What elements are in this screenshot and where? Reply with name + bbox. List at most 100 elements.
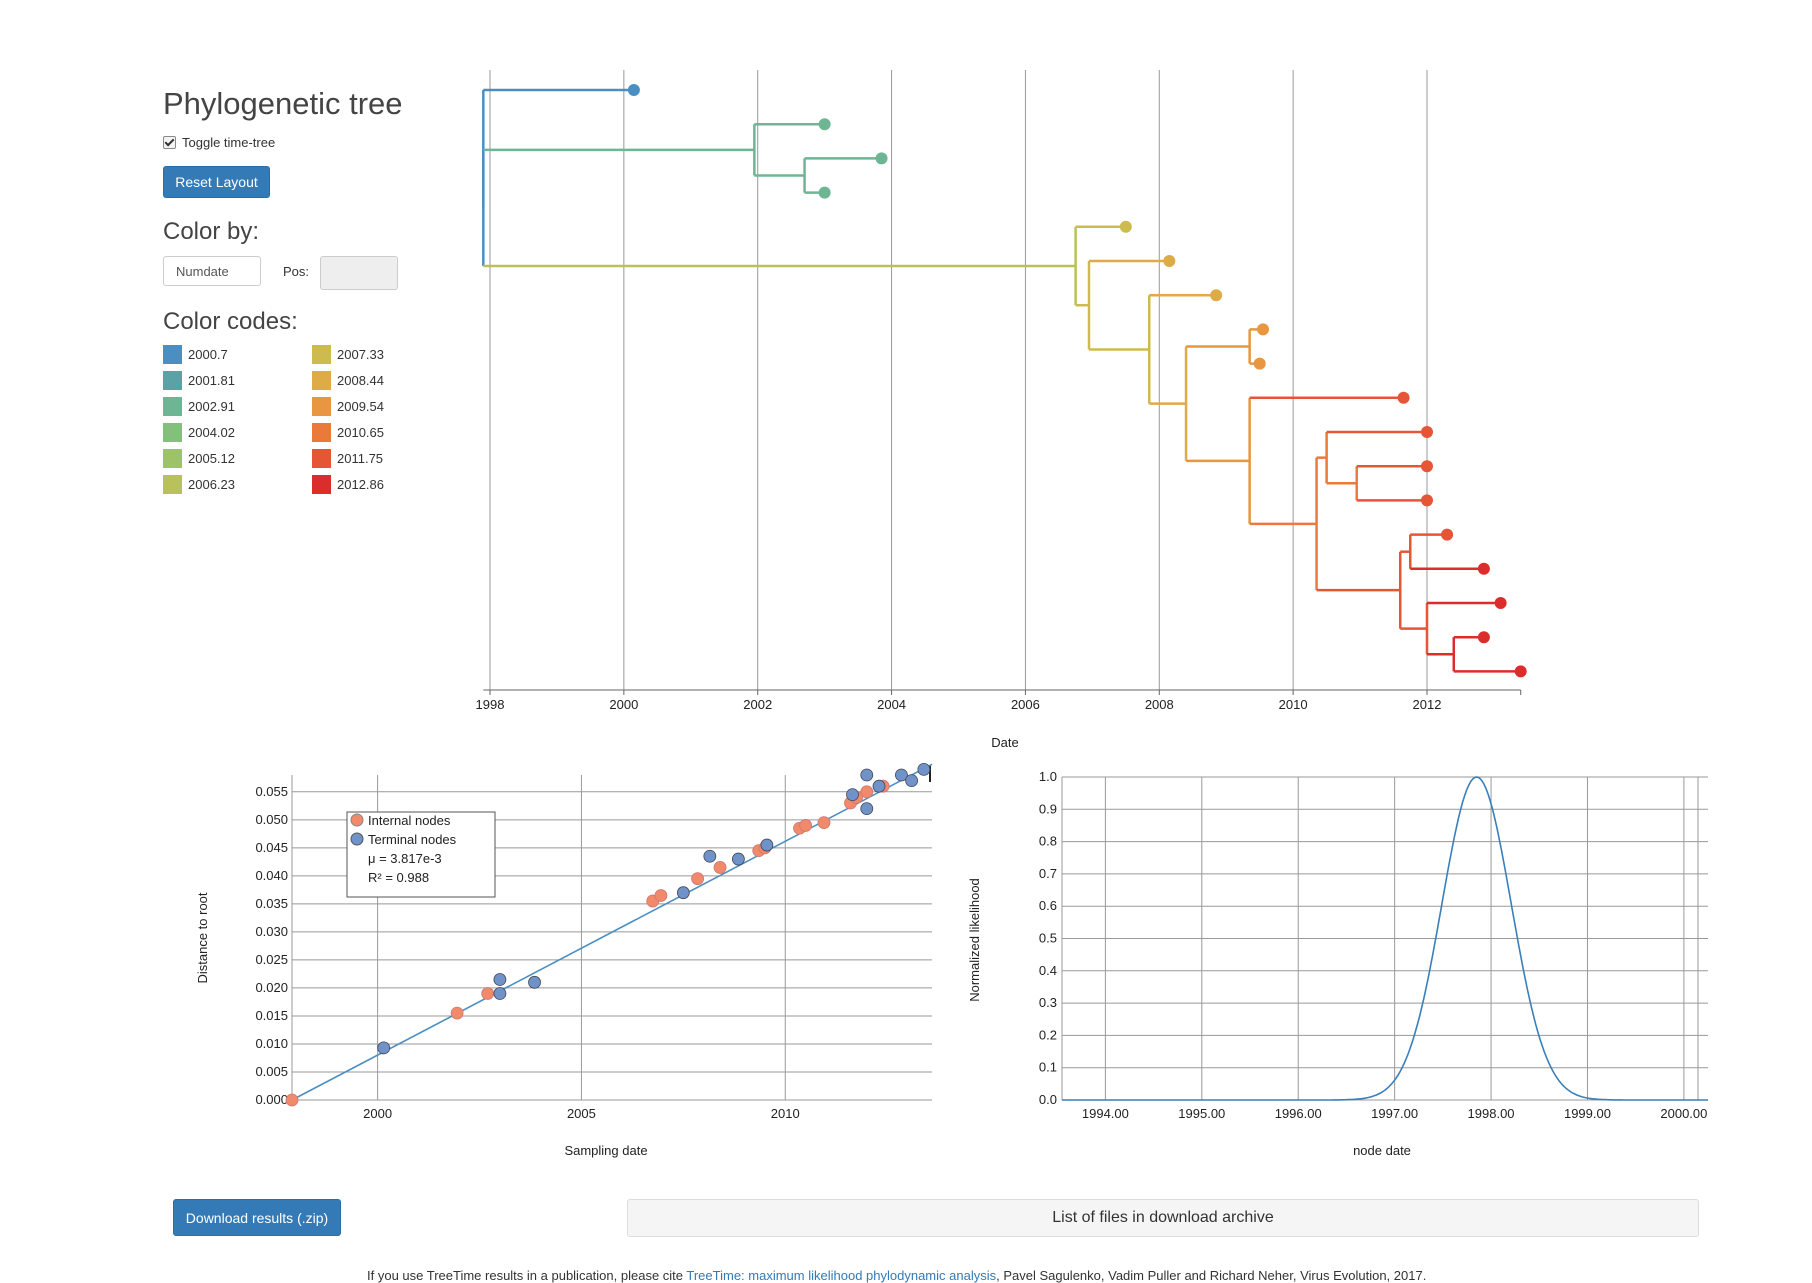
tree-tip-node[interactable]	[818, 186, 831, 199]
scatter-y-tick-label: 0.045	[255, 840, 288, 855]
internal-node-point[interactable]	[713, 861, 727, 874]
tree-tip-node[interactable]	[1421, 460, 1433, 473]
terminal-node-point[interactable]	[860, 768, 874, 782]
tree-tip-node[interactable]	[1441, 528, 1454, 541]
color-code-item: 2011.75	[312, 449, 383, 468]
scatter-y-tick-label: 0.020	[255, 980, 288, 995]
likelihood-x-tick-label: 2000.00	[1660, 1106, 1707, 1121]
color-code-label: 2002.91	[188, 399, 235, 414]
scatter-y-tick-label: 0.025	[255, 952, 288, 967]
color-swatch	[312, 345, 331, 364]
internal-node-point[interactable]	[817, 816, 831, 830]
citation-link[interactable]: TreeTime: maximum likelihood phylodynami…	[686, 1268, 997, 1283]
root-to-tip-scatter-chart: 0.000 0.005 0.010 0.015 0.020 0.025 0.030 0.035…	[195, 762, 933, 1158]
tree-tick-label: 2000	[609, 697, 638, 712]
color-swatch	[312, 371, 331, 390]
tree-tick-label: 2006	[1011, 697, 1040, 712]
tree-tip-node[interactable]	[1421, 494, 1433, 507]
tree-tip-node[interactable]	[818, 118, 831, 131]
color-code-label: 2010.65	[337, 425, 384, 440]
internal-node-point[interactable]	[860, 785, 874, 799]
tree-tip-node[interactable]	[1514, 665, 1527, 678]
tree-tick-label: 1998	[476, 697, 505, 712]
internal-node-point[interactable]	[799, 819, 813, 832]
scatter-x-tick-label: 2000	[363, 1106, 392, 1121]
pos-label: Pos:	[283, 264, 310, 279]
tree-tip-node[interactable]	[1253, 357, 1266, 370]
color-by-input[interactable]: Numdate	[163, 256, 261, 286]
scatter-y-tick-label: 0.030	[255, 924, 288, 939]
toggle-time-tree[interactable]: Toggle time-tree	[163, 135, 275, 150]
color-codes-heading: Color codes:	[163, 308, 298, 335]
terminal-node-point[interactable]	[493, 987, 507, 1000]
terminal-node-point[interactable]	[377, 1041, 391, 1055]
color-swatch	[163, 475, 182, 494]
tree-tip-node[interactable]	[1210, 289, 1223, 302]
scatter-x-axis-label: Sampling date	[564, 1143, 647, 1158]
color-swatch	[312, 423, 331, 442]
terminal-node-point[interactable]	[676, 886, 690, 900]
tree-tick-label: 2002	[743, 697, 772, 712]
color-swatch	[163, 423, 182, 442]
terminal-node-point[interactable]	[731, 852, 745, 866]
color-swatch	[163, 345, 182, 364]
color-code-item: 2001.81	[163, 371, 235, 390]
color-code-label: 2006.23	[188, 477, 235, 492]
scatter-y-tick-label: 0.055	[255, 784, 288, 799]
tree-tip-node[interactable]	[627, 84, 640, 96]
internal-node-point[interactable]	[285, 1093, 299, 1107]
terminal-node-point[interactable]	[895, 768, 908, 782]
phylogenetic-tree-chart: 1998 2000 2002 2004 2006 2008 2010 2012 Date	[476, 70, 1527, 750]
tree-tip-node[interactable]	[1163, 255, 1176, 267]
download-results-button[interactable]: Download results (.zip)	[173, 1199, 341, 1236]
color-by-heading: Color by:	[163, 218, 260, 245]
likelihood-y-tick-label: 0.0	[1039, 1092, 1057, 1107]
internal-node-point[interactable]	[654, 889, 668, 902]
color-code-item: 2006.23	[163, 475, 235, 494]
color-code-label: 2001.81	[188, 373, 235, 388]
likelihood-y-tick-label: 0.2	[1039, 1027, 1057, 1042]
likelihood-y-tick-label: 0.4	[1039, 963, 1057, 978]
color-code-label: 2012.86	[337, 477, 384, 492]
scatter-x-tick-label: 2010	[771, 1106, 800, 1121]
color-code-label: 2004.02	[188, 425, 235, 440]
legend-mu: μ = 3.817e-3	[368, 851, 442, 866]
color-swatch	[312, 397, 331, 416]
scatter-y-tick-label: 0.050	[255, 812, 288, 827]
tree-tip-node[interactable]	[875, 152, 888, 165]
color-code-label: 2005.12	[188, 451, 235, 466]
likelihood-curve	[1062, 776, 1708, 1101]
tree-tip-node[interactable]	[1477, 562, 1490, 575]
download-archive-file-list[interactable]: List of files in download archive	[627, 1199, 1699, 1237]
tree-tick-label: 2008	[1145, 697, 1174, 712]
pos-input[interactable]	[320, 256, 398, 290]
likelihood-x-tick-label: 1996.00	[1275, 1106, 1322, 1121]
color-swatch	[163, 397, 182, 416]
internal-node-point[interactable]	[450, 1006, 464, 1020]
tree-tip-node[interactable]	[1257, 323, 1270, 336]
toggle-time-tree-label: Toggle time-tree	[182, 135, 276, 150]
terminal-node-point[interactable]	[860, 802, 874, 816]
likelihood-x-tick-label: 1999.00	[1564, 1106, 1611, 1121]
internal-node-point[interactable]	[691, 872, 705, 886]
terminal-node-point[interactable]	[703, 849, 717, 863]
tree-tip-node[interactable]	[1421, 426, 1433, 438]
terminal-node-point[interactable]	[493, 973, 507, 986]
likelihood-y-tick-label: 0.6	[1039, 898, 1057, 913]
terminal-node-point[interactable]	[917, 762, 931, 776]
tree-tip-node[interactable]	[1119, 220, 1132, 233]
reset-layout-button[interactable]: Reset Layout	[163, 166, 270, 198]
terminal-node-point[interactable]	[872, 779, 886, 793]
scatter-legend: Internal nodes Terminal nodes μ = 3.817e…	[346, 811, 496, 898]
tree-x-axis-label: Date	[991, 735, 1018, 750]
tree-tip-node[interactable]	[1494, 597, 1507, 609]
terminal-node-point[interactable]	[846, 788, 859, 802]
tree-tip-node[interactable]	[1477, 631, 1490, 644]
color-code-item: 2009.54	[312, 397, 384, 416]
toggle-time-tree-checkbox[interactable]	[163, 136, 176, 149]
terminal-node-point[interactable]	[760, 838, 774, 852]
terminal-node-point[interactable]	[528, 975, 541, 989]
tree-tip-node[interactable]	[1397, 391, 1410, 404]
terminal-node-point[interactable]	[905, 774, 919, 788]
internal-node-point[interactable]	[481, 987, 495, 1000]
